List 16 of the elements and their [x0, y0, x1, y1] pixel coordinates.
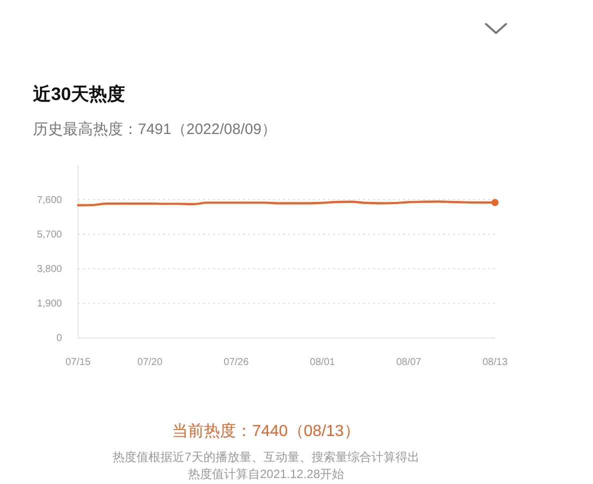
x-tick-label: 08/07 [396, 357, 422, 368]
x-tick-label: 07/26 [224, 357, 250, 368]
chart-subtitle: 历史最高热度：7491（2022/08/09） [33, 121, 276, 138]
text: 热度值根据近7天的播放量、互动量、搜索量综合计算得出 [112, 450, 420, 464]
y-tick-label: 0 [56, 333, 62, 344]
y-tick-label: 1,900 [36, 298, 62, 310]
x-tick-label: 08/13 [482, 357, 508, 368]
text: 当前热度：7440（08/13） [172, 422, 360, 440]
y-tick-label: 7,600 [36, 194, 62, 206]
text: 热度值计算自2021.12.28开始 [188, 467, 344, 481]
chart-title: 近30天热度 [32, 84, 126, 104]
x-tick-label: 08/01 [310, 357, 336, 368]
x-tick-label: 07/15 [65, 357, 91, 368]
y-tick-label: 5,700 [36, 229, 62, 240]
x-tick-label: 07/20 [137, 357, 163, 368]
y-tick-label: 3,800 [36, 264, 62, 275]
